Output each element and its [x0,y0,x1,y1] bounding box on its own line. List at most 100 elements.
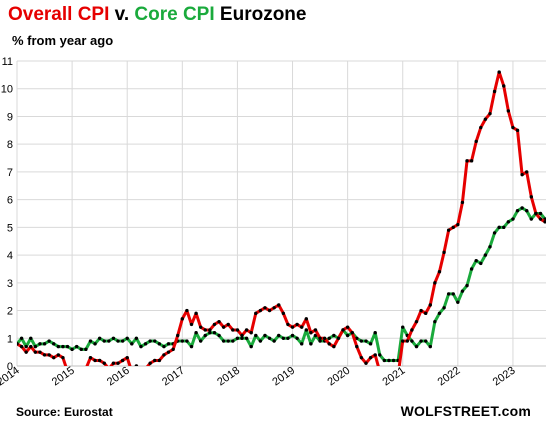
data-point [515,128,520,133]
data-point [208,328,212,332]
data-point [33,350,38,354]
data-point [350,331,354,335]
data-point [42,353,47,357]
data-point [387,358,391,363]
data-point [240,333,244,338]
data-point [217,333,221,338]
data-point [97,358,102,363]
data-point [286,336,290,340]
data-point [433,319,437,324]
y-tick-label: 11 [2,56,13,68]
data-point [525,170,529,174]
data-point [185,308,189,313]
data-point [506,220,511,224]
data-point [474,139,478,144]
data-point [290,325,295,329]
x-tick-label: 2016 [105,365,132,389]
data-point [56,344,61,349]
data-point [492,89,497,94]
data-point [359,355,364,360]
y-tick-label: 2 [7,306,13,318]
data-point [47,353,51,357]
data-point [19,336,24,340]
data-point [194,331,198,335]
y-tick-label: 5 [7,222,13,234]
data-point [368,342,373,346]
data-point [433,281,437,285]
data-point [107,339,111,343]
x-tick-label: 2020 [325,365,352,389]
data-point [456,300,460,304]
data-point [405,339,410,343]
y-tick-label: 9 [7,111,13,123]
data-point [327,336,331,340]
data-point [153,339,157,343]
data-point [116,339,120,343]
grid-layer [16,60,546,367]
data-point [217,319,221,324]
data-point [153,358,157,363]
data-point [304,317,308,321]
data-point [332,344,336,349]
data-point [235,328,240,332]
data-point [143,342,148,346]
data-point [456,222,460,227]
data-point [162,353,166,357]
data-point [446,228,451,232]
data-point [42,342,47,346]
data-point [465,159,469,163]
data-point [272,306,276,310]
data-point [221,325,226,329]
data-point [185,339,189,343]
data-point [382,358,387,363]
data-point [249,331,253,335]
brand-logo: WOLFSTREET.com [400,403,531,419]
data-point [52,355,56,360]
data-point [286,322,290,327]
y-tick-label: 10 [1,84,13,96]
data-point [469,159,474,163]
x-tick-label: 2017 [160,365,187,389]
title-core-cpi: Core CPI [134,4,215,25]
chart-title: Overall CPI v. Core CPI Eurozone [8,4,306,26]
data-point [525,209,529,213]
data-point [61,344,65,349]
data-point [410,328,414,332]
data-point [254,333,258,338]
data-point [534,211,538,216]
data-point [263,306,267,310]
data-point [176,333,180,338]
data-point [19,344,24,349]
data-point [120,358,125,363]
data-point [171,347,175,352]
y-tick-label: 1 [7,333,13,345]
data-point [414,344,419,349]
data-point [479,261,483,266]
data-point [125,336,129,340]
data-point [148,361,152,365]
data-point [24,344,28,349]
data-point [157,342,162,346]
data-point [423,339,428,343]
data-point [226,339,230,343]
data-point [125,355,129,360]
x-tick-label: 2014 [0,365,22,389]
data-point [240,336,244,340]
data-point [180,339,185,343]
data-point [332,333,336,338]
title-versus: v. [109,4,135,25]
data-point [368,355,373,360]
data-point [483,253,488,257]
data-point [451,292,455,296]
data-point [38,342,42,346]
data-point [355,336,359,340]
data-point [52,342,56,346]
data-point [212,331,217,335]
data-point [497,70,501,74]
y-tick-label: 6 [7,195,13,207]
data-point [263,333,267,338]
data-point [322,336,327,340]
data-point [295,322,299,327]
y-tick-label: 8 [7,139,13,151]
